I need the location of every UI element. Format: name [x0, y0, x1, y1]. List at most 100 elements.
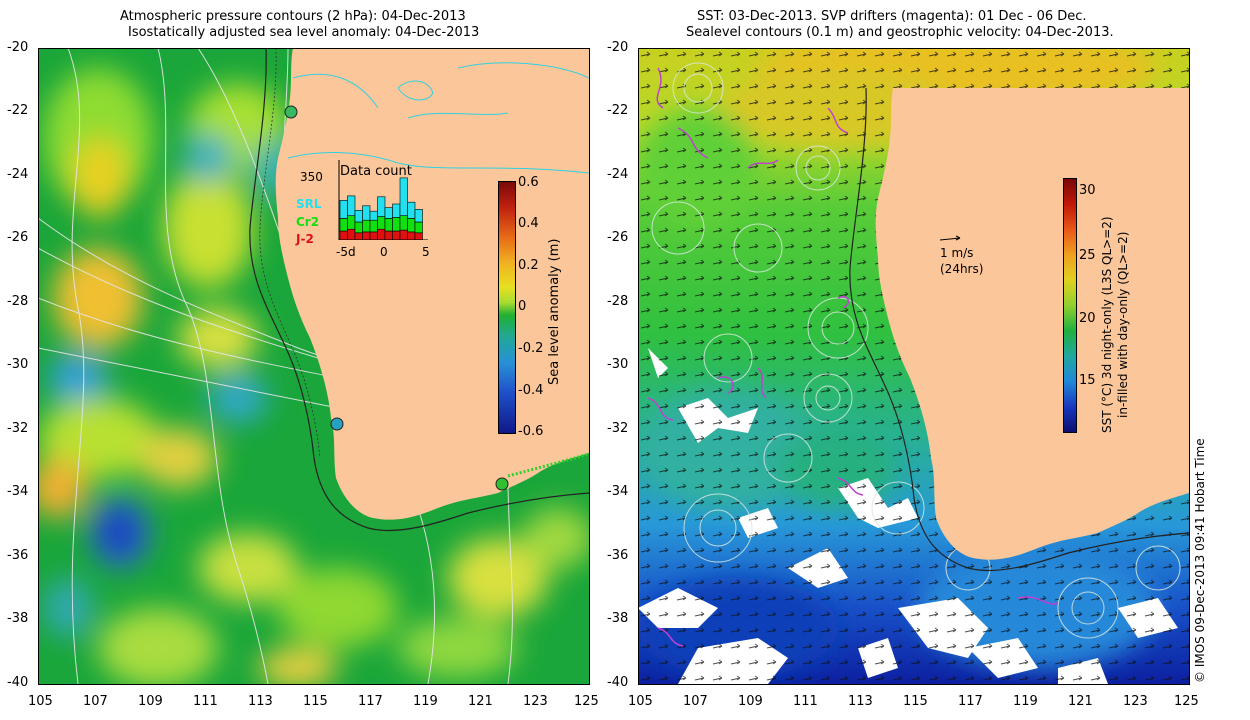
right-lat-tick: -34	[607, 484, 629, 499]
left-lon-tick: 113	[248, 694, 273, 709]
sst-colorbar-label-line2: in-filled with day-only (QL>=2)	[1116, 231, 1130, 418]
sst-colorbar-label-line1: SST (°C) 3d night-only (L3S QL>=2)	[1100, 216, 1114, 433]
left-map-frame	[38, 48, 590, 685]
bar-segment-cr2	[399, 215, 408, 231]
right-map-frame	[638, 48, 1190, 685]
left-lon-tick: 107	[83, 694, 108, 709]
right-lon-tick: 121	[1068, 694, 1093, 709]
right-lat-tick: -28	[607, 294, 629, 309]
inset-x-tick: 0	[380, 245, 388, 259]
left-lon-tick: 111	[193, 694, 218, 709]
inset-x-tick: -5d	[336, 245, 356, 259]
velocity-scale-label: 1 m/s	[940, 246, 974, 260]
left-lon-tick: 109	[138, 694, 163, 709]
sst-colorbar-tick: 30	[1079, 183, 1096, 198]
legend-j2: J-2	[296, 232, 314, 246]
right-lon-tick: 105	[628, 694, 653, 709]
inset-max-label: 350	[300, 170, 323, 184]
left-lon-tick: 125	[574, 694, 599, 709]
right-lon-tick: 125	[1174, 694, 1199, 709]
sst-colorbar	[1063, 178, 1077, 433]
left-lat-tick: -34	[7, 484, 29, 499]
bar-segment-cr2	[362, 219, 371, 233]
left-lon-tick: 119	[413, 694, 438, 709]
bar-segment-j2	[414, 232, 423, 240]
right-lat-tick: -26	[607, 230, 629, 245]
left-lon-tick: 115	[303, 694, 328, 709]
bar-segment-cr2	[339, 218, 348, 232]
sla-colorbar-tick: -0.6	[518, 424, 544, 439]
bar-segment-j2	[392, 230, 401, 240]
tide-gauge-marker	[284, 105, 298, 119]
left-lat-tick: -24	[7, 167, 29, 182]
left-lon-tick: 105	[28, 694, 53, 709]
left-lat-tick: -28	[7, 294, 29, 309]
bar-segment-srl	[369, 210, 378, 221]
tide-gauge-marker	[330, 417, 344, 431]
inset-x-tick: 5	[422, 245, 430, 259]
left-lon-tick: 117	[358, 694, 383, 709]
bar-segment-srl	[377, 196, 386, 217]
left-lat-tick: -30	[7, 357, 29, 372]
bar-segment-j2	[347, 228, 356, 240]
left-lat-tick: -22	[7, 103, 29, 118]
bar-segment-cr2	[384, 218, 393, 232]
left-lat-tick: -20	[7, 40, 29, 55]
bar-segment-srl	[392, 203, 401, 218]
right-lat-tick: -38	[607, 611, 629, 626]
velocity-scale-arrow	[939, 237, 961, 241]
sla-colorbar-label: Sea level anomaly (m)	[547, 238, 562, 385]
sla-colorbar-tick: -0.4	[518, 383, 544, 398]
bar-segment-cr2	[369, 219, 378, 233]
bar-segment-srl	[347, 195, 356, 217]
left-lon-tick: 123	[523, 694, 548, 709]
bar-segment-j2	[354, 232, 363, 240]
bar-segment-cr2	[392, 217, 401, 232]
sla-colorbar-tick: 0	[518, 299, 527, 314]
right-title-line1: SST: 03-Dec-2013. SVP drifters (magenta)…	[697, 9, 1087, 24]
left-lat-tick: -32	[7, 421, 29, 436]
tide-gauge-marker	[495, 477, 509, 491]
right-lat-tick: -22	[607, 103, 629, 118]
right-title-line2: Sealevel contours (0.1 m) and geostrophi…	[686, 25, 1114, 40]
bar-segment-srl	[354, 209, 363, 223]
sst-field	[638, 48, 1189, 684]
data-count-inset: Data count 350 SRL Cr2 J-2 -5d 0 5	[288, 160, 438, 270]
bar-segment-j2	[399, 229, 408, 240]
right-lon-tick: 117	[958, 694, 983, 709]
sst-colorbar-tick: 20	[1079, 311, 1096, 326]
left-lat-tick: -26	[7, 230, 29, 245]
right-lon-tick: 111	[793, 694, 818, 709]
bar-segment-cr2	[354, 221, 363, 234]
legend-srl: SRL	[296, 197, 322, 211]
bar-segment-j2	[407, 231, 416, 240]
sla-colorbar-tick: 0.6	[518, 175, 539, 190]
sea-level-anomaly-field	[38, 48, 589, 684]
bar-segment-cr2	[347, 215, 356, 230]
bar-segment-j2	[362, 231, 371, 240]
bar-segment-srl	[414, 209, 423, 223]
right-lat-tick: -32	[607, 421, 629, 436]
right-lat-tick: -20	[607, 40, 629, 55]
sla-colorbar-tick: 0.2	[518, 258, 539, 273]
left-lat-tick: -36	[7, 548, 29, 563]
left-title-line1: Atmospheric pressure contours (2 hPa): 0…	[120, 9, 466, 24]
svp-drifter-tracks	[647, 67, 1059, 647]
bar-segment-j2	[377, 228, 386, 240]
bar-segment-srl	[362, 205, 371, 221]
right-lat-tick: -24	[607, 167, 629, 182]
left-lat-tick: -38	[7, 611, 29, 626]
bar-segment-cr2	[407, 218, 416, 233]
bar-segment-cr2	[377, 216, 386, 230]
sst-colorbar-tick: 25	[1079, 248, 1096, 263]
sla-colorbar-tick: 0.4	[518, 216, 539, 231]
bar-segment-srl	[339, 200, 348, 219]
imos-credit: © IMOS 09-Dec-2013 09:41 Hobart Time	[1193, 438, 1207, 683]
right-lat-tick: -36	[607, 548, 629, 563]
left-lon-tick: 121	[468, 694, 493, 709]
legend-cr2: Cr2	[296, 215, 320, 229]
bar-segment-srl	[407, 201, 416, 219]
right-sst-map	[638, 48, 1189, 684]
bar-segment-j2	[384, 230, 393, 240]
right-lat-tick: -30	[607, 357, 629, 372]
